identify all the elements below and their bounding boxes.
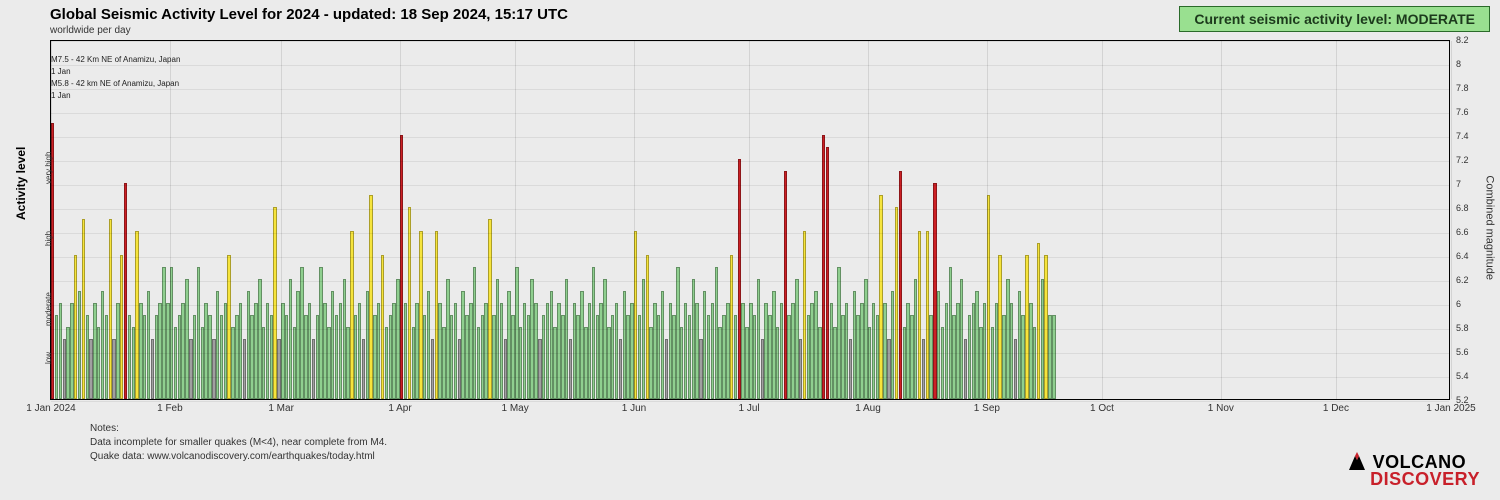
x-tick-label: 1 Jul — [739, 403, 760, 414]
y-tick-left: high — [44, 231, 53, 246]
volcano-icon — [1346, 452, 1368, 470]
y-tick-right: 8.2 — [1456, 35, 1469, 45]
x-tick-label: 1 Aug — [855, 403, 881, 414]
y-tick-right: 7.8 — [1456, 83, 1469, 93]
chart-subtitle: worldwide per day — [50, 25, 568, 36]
y-tick-right: 6.6 — [1456, 227, 1469, 237]
x-tick-label: 1 Feb — [157, 403, 183, 414]
y-tick-right: 6.2 — [1456, 275, 1469, 285]
x-tick-label: 1 Nov — [1208, 403, 1234, 414]
x-tick-label: 1 Jan 2024 — [26, 403, 76, 414]
bar — [1052, 315, 1055, 399]
y-tick-right: 5.4 — [1456, 371, 1469, 381]
y-tick-right: 6 — [1456, 299, 1461, 309]
y-tick-right: 8 — [1456, 59, 1461, 69]
y-tick-left: low — [44, 352, 53, 364]
y-tick-right: 6.8 — [1456, 203, 1469, 213]
y-tick-right: 5.6 — [1456, 347, 1469, 357]
y-tick-left: moderate — [44, 292, 53, 326]
x-tick-label: 1 May — [501, 403, 528, 414]
y-tick-right: 7.6 — [1456, 107, 1469, 117]
notes-line-2: Quake data: www.volcanodiscovery.com/ear… — [90, 450, 387, 464]
y-tick-right: 7.4 — [1456, 131, 1469, 141]
status-badge: Current seismic activity level: MODERATE — [1179, 6, 1490, 32]
annotation: 1 Jan — [51, 67, 71, 76]
annotation: 1 Jan — [51, 91, 71, 100]
x-tick-label: 1 Apr — [388, 403, 411, 414]
notes-line-1: Data incomplete for smaller quakes (M<4)… — [90, 436, 387, 450]
logo: VOLCANO DISCOVERY — [1346, 452, 1480, 488]
x-tick-label: 1 Mar — [268, 403, 294, 414]
y-tick-right: 7.2 — [1456, 155, 1469, 165]
notes-block: Notes: Data incomplete for smaller quake… — [90, 422, 387, 464]
x-tick-label: 1 Dec — [1323, 403, 1349, 414]
y-tick-right: 5.8 — [1456, 323, 1469, 333]
y-tick-right: 5.2 — [1456, 395, 1469, 405]
annotation: M5.8 - 42 km NE of Anamizu, Japan — [51, 79, 179, 88]
logo-line-2: DISCOVERY — [1370, 471, 1480, 488]
x-tick-label: 1 Oct — [1090, 403, 1114, 414]
plot-area: 1 Jan 20241 Feb1 Mar1 Apr1 May1 Jun1 Jul… — [50, 40, 1450, 400]
annotation: M7.5 - 42 Km NE of Anamizu, Japan — [51, 55, 180, 64]
y-tick-left: very high — [44, 152, 53, 184]
y-axis-right-label: Combined magnitude — [1484, 175, 1496, 280]
y-axis-left-label: Activity level — [14, 147, 28, 220]
x-tick-label: 1 Sep — [974, 403, 1000, 414]
x-tick-label: 1 Jun — [622, 403, 646, 414]
chart-title: Global Seismic Activity Level for 2024 -… — [50, 6, 568, 23]
y-tick-right: 7 — [1456, 179, 1461, 189]
y-tick-right: 6.4 — [1456, 251, 1469, 261]
notes-title: Notes: — [90, 422, 387, 436]
